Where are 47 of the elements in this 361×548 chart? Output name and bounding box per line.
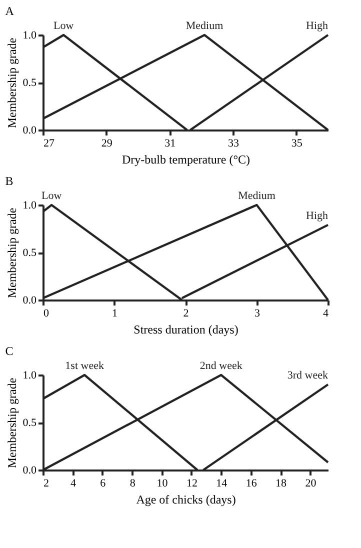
x-tick-label: 27 [44,138,55,150]
y-tick-label: 0.0 [22,294,37,306]
y-tick-label: 0.5 [22,247,37,259]
x-tick-label: 3 [254,308,260,320]
x-tick-label: 12 [186,478,198,490]
y-tick-label: 0.0 [22,124,37,136]
x-tick-label: 29 [101,138,113,150]
x-tick-label: 16 [246,478,258,490]
series-label: Low [41,190,62,202]
x-tick-label: 14 [216,478,228,490]
chart-title: A [5,4,14,18]
series-label: Low [53,20,74,32]
series-label: 1st week [65,360,104,372]
series-label: 2nd week [200,360,243,372]
x-axis-title: Age of chicks (days) [136,492,236,506]
x-tick-label: 6 [100,478,106,490]
x-tick-label: 8 [130,478,136,490]
x-tick-label: 4 [323,308,329,320]
x-tick-label: 10 [156,478,168,490]
x-tick-label: 2 [44,478,49,490]
x-tick-label: 31 [164,138,176,150]
y-tick-label: 1.0 [22,30,37,42]
y-tick-label: 1.0 [22,370,37,382]
y-axis-title: Membership grade [4,208,19,298]
x-tick-label: 18 [276,478,287,490]
x-tick-label: 2 [183,308,189,320]
chart-title: C [5,344,14,358]
y-axis-title: Membership grade [4,38,19,128]
y-tick-label: 0.0 [22,464,37,476]
x-axis-title: Dry-bulb temperature (°C) [122,152,250,166]
x-tick-label: 4 [70,478,76,490]
series-label: Medium [238,190,276,202]
x-tick-label: 35 [291,138,303,150]
y-tick-label: 0.5 [22,417,37,429]
y-axis-title: Membership grade [4,378,19,468]
series-label: High [306,210,328,222]
x-tick-label: 33 [228,138,240,150]
x-tick-label: 1 [112,308,118,320]
series-label: 3rd week [287,370,328,382]
series-label: Medium [186,20,224,32]
x-tick-label: 20 [305,478,317,490]
x-axis-title: Stress duration (days) [134,322,238,336]
y-tick-label: 1.0 [22,200,37,212]
series-label: High [306,20,328,32]
chart-title: B [5,174,14,188]
x-tick-label: 0 [44,308,50,320]
y-tick-label: 0.5 [22,77,37,89]
